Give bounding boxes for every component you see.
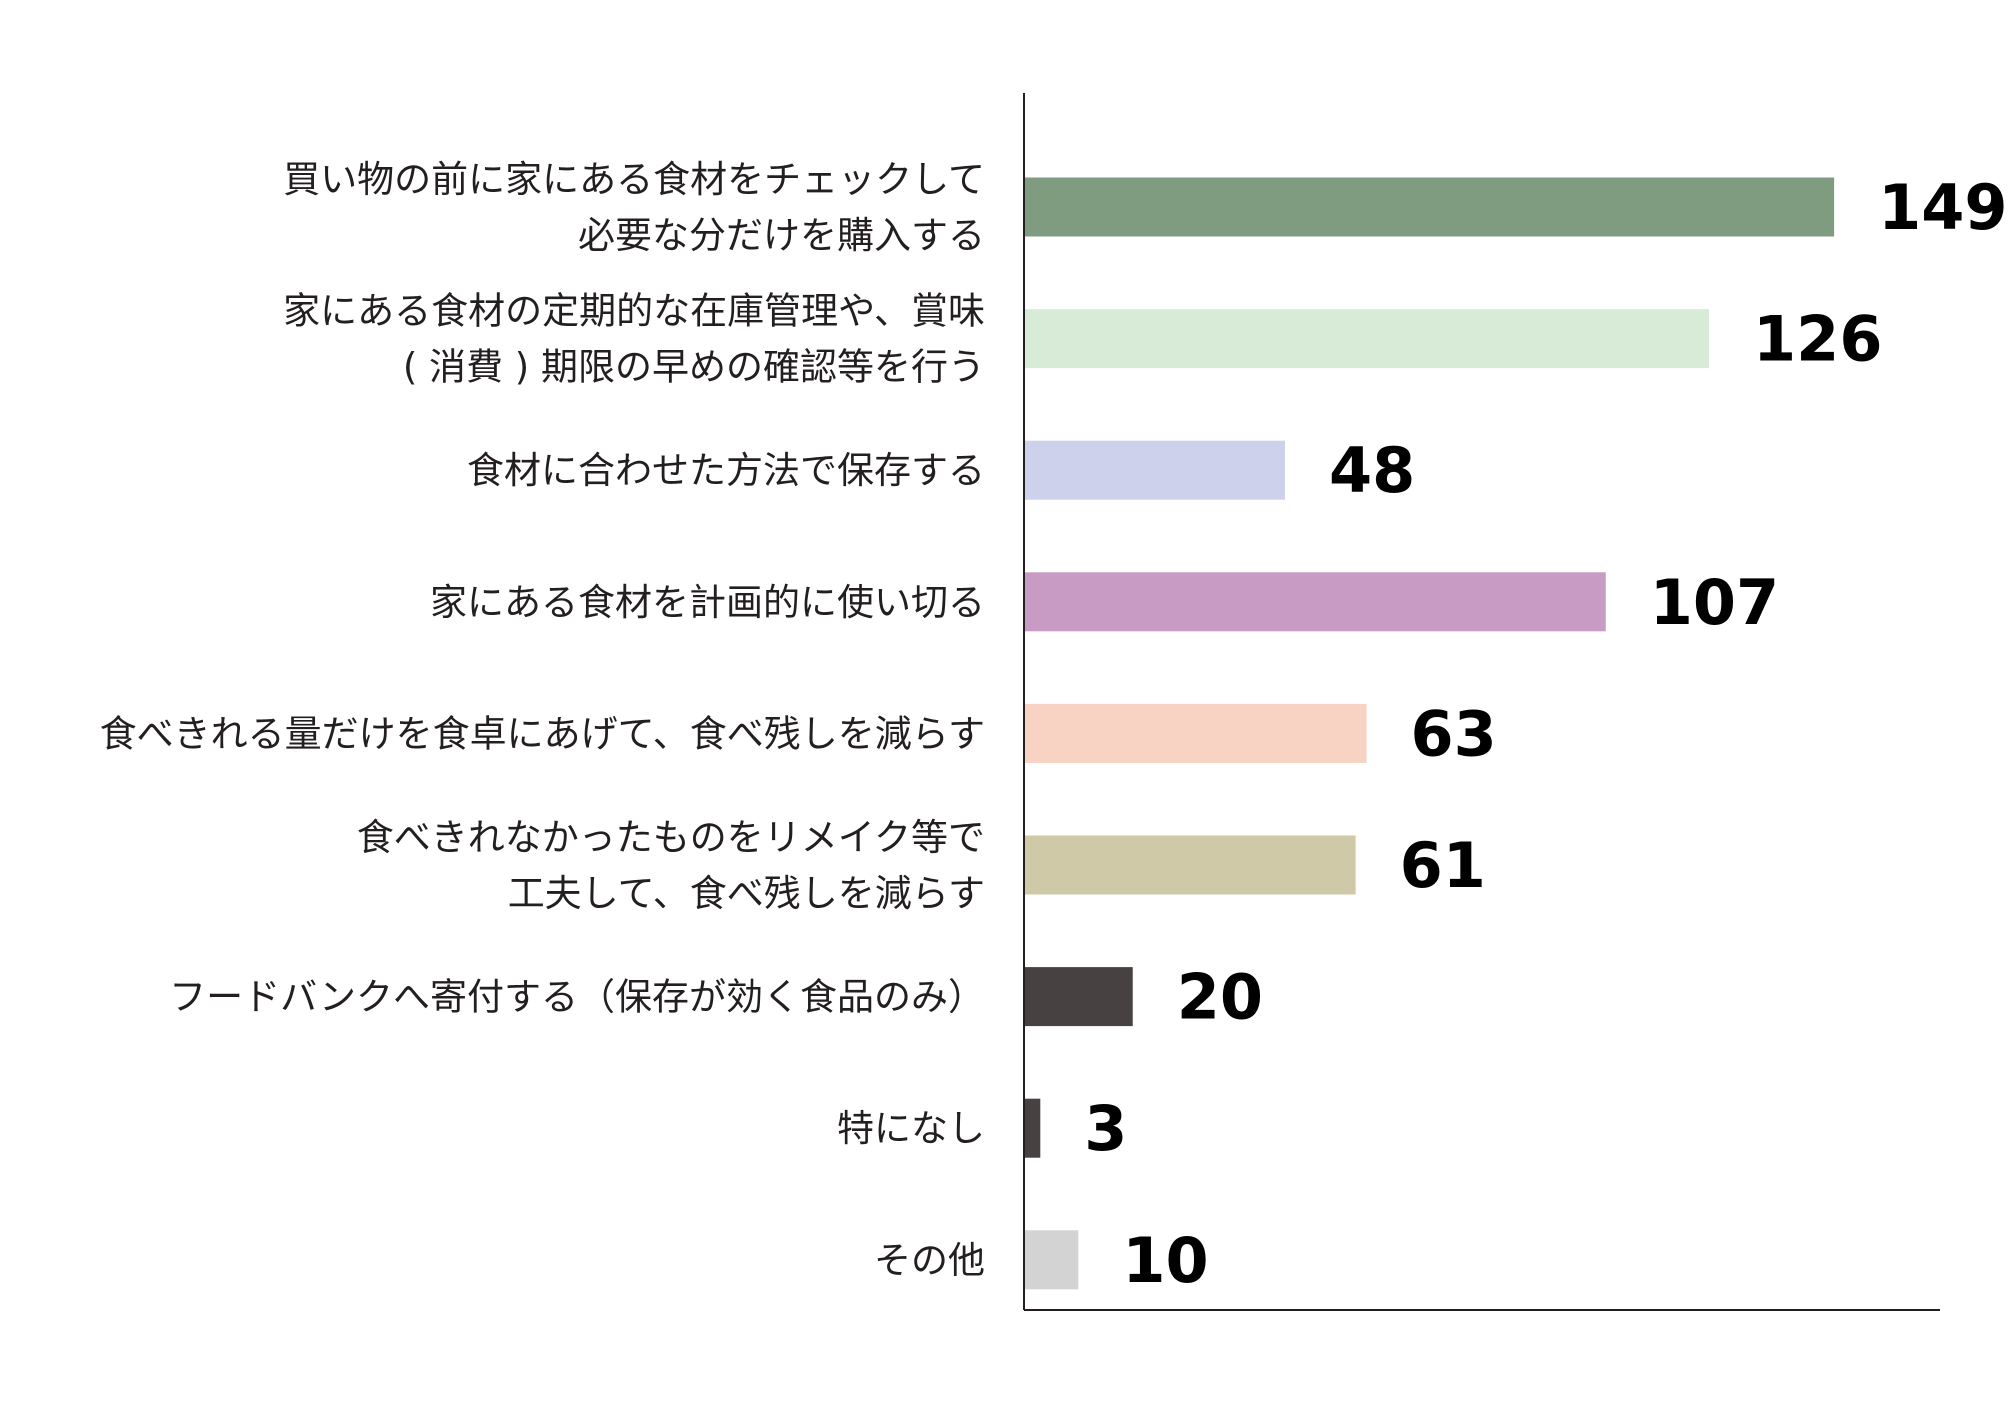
value-label-4: 63 <box>1411 697 1497 770</box>
bar-2 <box>1024 440 1285 500</box>
category-label-7: 特になし <box>837 1107 985 1150</box>
value-label-2: 48 <box>1329 434 1415 507</box>
category-label-2: 食材に合わせた方法で保存する <box>467 449 985 492</box>
bar-1 <box>1024 309 1710 369</box>
bar-3 <box>1024 572 1606 632</box>
category-label-0-line-1: 必要な分だけを購入する <box>578 214 985 257</box>
bars-group <box>1024 177 1835 1290</box>
bar-0 <box>1024 177 1835 237</box>
category-label-3: 家にある食材を計画的に使い切る <box>430 581 985 624</box>
category-label-6: フードバンクへ寄付する（保存が効く食品のみ） <box>169 976 985 1019</box>
value-labels-group: 149 126 48 107 63 61 20 3 10 <box>1084 171 2007 1297</box>
value-label-8: 10 <box>1122 1224 1208 1297</box>
category-labels-group: 買い物の前に家にある食材をチェックして必要な分だけを購入する家にある食材の定期的… <box>100 158 985 1282</box>
category-label-8: その他 <box>874 1239 985 1282</box>
value-label-5: 61 <box>1400 829 1486 902</box>
bar-7 <box>1024 1098 1041 1158</box>
bar-8 <box>1024 1230 1079 1290</box>
category-label-4: 食べきれる量だけを食卓にあげて、食べ残しを減らす <box>100 712 985 755</box>
value-label-3: 107 <box>1650 566 1779 639</box>
bar-5 <box>1024 835 1356 895</box>
category-label-1-line-0: 家にある食材の定期的な在庫管理や、賞味 <box>283 290 985 333</box>
category-label-5-line-1: 工夫して、食べ残しを減らす <box>508 872 985 915</box>
category-label-0-line-0: 買い物の前に家にある食材をチェックして <box>283 158 985 201</box>
bar-6 <box>1024 967 1133 1027</box>
category-label-5-line-0: 食べきれなかったものをリメイク等で <box>357 816 985 859</box>
bar-4 <box>1024 703 1367 763</box>
category-label-1-line-1: ( 消費 ) 期限の早めの確認等を行う <box>403 346 985 389</box>
value-label-0: 149 <box>1878 171 2007 244</box>
value-label-7: 3 <box>1084 1092 1127 1165</box>
value-label-6: 20 <box>1177 961 1263 1034</box>
value-label-1: 126 <box>1753 303 1882 376</box>
